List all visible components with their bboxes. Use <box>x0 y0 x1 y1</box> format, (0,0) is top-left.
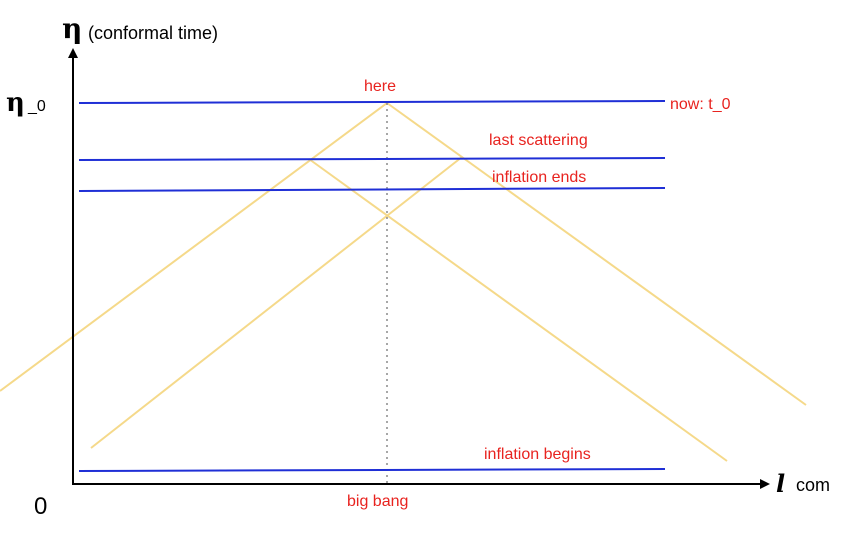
inflation-begins-line <box>78 468 666 472</box>
past-light-cone-right <box>386 102 807 406</box>
big-bang-label: big bang <box>347 493 408 510</box>
origin-label: 0 <box>34 493 47 520</box>
y-axis-label: (conformal time) <box>88 23 218 43</box>
eta0-subscript: _0 <box>27 98 46 115</box>
last-scattering-label: last scattering <box>489 132 588 149</box>
light-cones <box>0 102 807 462</box>
eta0-symbol: η <box>6 88 25 118</box>
now-line <box>78 100 666 104</box>
time-slices <box>78 100 666 472</box>
last-scattering-cone-left <box>308 158 728 462</box>
inflation-begins-label: inflation begins <box>484 446 591 463</box>
x-axis-label: com <box>796 475 830 495</box>
here-label: here <box>364 78 396 95</box>
inflation-ends-line <box>78 187 666 192</box>
x-axis-symbol: l <box>776 469 785 498</box>
inflation-ends-label: inflation ends <box>492 169 586 186</box>
past-light-cone-left <box>0 102 388 392</box>
last-scattering-cone-right <box>90 156 463 449</box>
last-scattering-line <box>78 157 666 161</box>
now-label: now: t_0 <box>670 96 731 113</box>
y-axis-symbol: η <box>62 12 82 45</box>
